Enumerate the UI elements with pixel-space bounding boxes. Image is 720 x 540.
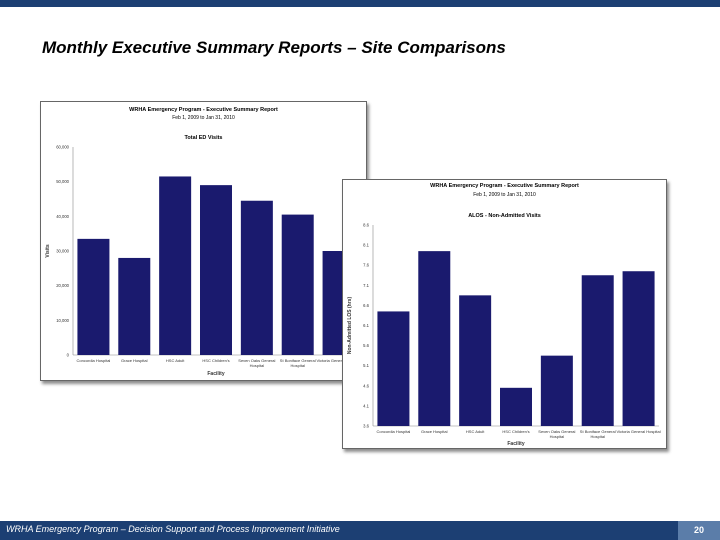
x-tick-label: Grace Hospital xyxy=(121,358,148,363)
x-tick-label: Concordia Hospital xyxy=(77,358,111,363)
x-tick-label: HSC Adult xyxy=(166,358,185,363)
bar xyxy=(240,200,273,355)
y-tick-label: 3.6 xyxy=(363,424,369,429)
chart-svg-alos: WRHA Emergency Program - Executive Summa… xyxy=(347,183,661,447)
y-tick-label: 5.1 xyxy=(363,363,369,368)
y-tick-label: 0 xyxy=(67,353,70,358)
y-tick-label: 50,000 xyxy=(56,179,69,184)
bar xyxy=(540,355,573,426)
report-title: WRHA Emergency Program - Executive Summa… xyxy=(129,107,278,113)
y-tick-label: 6.6 xyxy=(363,303,369,308)
bar xyxy=(77,238,110,355)
y-axis-label: Non-Admitted LOS (hrs) xyxy=(347,297,353,355)
total-ed-visits-chart: WRHA Emergency Program - Executive Summa… xyxy=(40,101,367,381)
y-tick-label: 10,000 xyxy=(56,318,69,323)
chart-title: Total ED Visits xyxy=(184,135,222,141)
y-tick-label: 60,000 xyxy=(56,145,69,150)
bar xyxy=(159,176,192,355)
y-tick-label: 4.1 xyxy=(363,403,369,408)
bar xyxy=(459,295,492,426)
bar xyxy=(500,387,532,426)
y-tick-label: 6.1 xyxy=(363,323,369,328)
slide-title: Monthly Executive Summary Reports – Site… xyxy=(42,38,506,57)
chart-svg-total-ed-visits: WRHA Emergency Program - Executive Summa… xyxy=(45,107,361,377)
x-tick-label: St Boniface General Hospital xyxy=(580,429,616,439)
x-tick-label: HSC Children's xyxy=(202,358,229,363)
bar xyxy=(622,271,655,426)
x-tick-label: St Boniface General Hospital xyxy=(280,358,316,368)
alos-non-admitted-chart: WRHA Emergency Program - Executive Summa… xyxy=(342,179,667,449)
y-tick-label: 30,000 xyxy=(56,249,69,254)
bar xyxy=(200,185,232,355)
x-tick-label: HSC Children's xyxy=(502,429,529,434)
y-tick-label: 8.1 xyxy=(363,243,369,248)
y-tick-label: 7.1 xyxy=(363,283,369,288)
x-tick-label: HSC Adult xyxy=(466,429,485,434)
y-axis-label: Visits xyxy=(45,244,51,257)
bar xyxy=(581,275,614,426)
bar xyxy=(377,311,410,426)
top-accent-bar xyxy=(0,0,720,7)
x-axis-label: Facility xyxy=(507,441,524,447)
footer-bar xyxy=(0,521,720,540)
x-tick-label: Seven Oaks General Hospital xyxy=(538,429,575,439)
y-tick-label: 40,000 xyxy=(56,214,69,219)
x-tick-label: Grace Hospital xyxy=(421,429,448,434)
bar xyxy=(418,251,451,426)
page-number: 20 xyxy=(678,521,720,540)
date-range: Feb 1, 2009 to Jan 31, 2010 xyxy=(473,192,536,198)
y-tick-label: 8.6 xyxy=(363,223,369,228)
report-title: WRHA Emergency Program - Executive Summa… xyxy=(430,183,579,189)
y-tick-label: 4.6 xyxy=(363,383,369,388)
x-tick-label: Victoria General Hospital xyxy=(316,358,360,363)
y-tick-label: 5.6 xyxy=(363,343,369,348)
chart-title: ALOS - Non-Admitted Visits xyxy=(468,213,541,219)
bar xyxy=(118,257,151,355)
x-tick-label: Victoria General Hospital xyxy=(616,429,660,434)
date-range: Feb 1, 2009 to Jan 31, 2010 xyxy=(172,115,235,121)
bar xyxy=(281,214,314,355)
x-tick-label: Concordia Hospital xyxy=(377,429,411,434)
footer-text: WRHA Emergency Program – Decision Suppor… xyxy=(6,524,340,534)
x-tick-label: Seven Oaks General Hospital xyxy=(238,358,275,368)
y-tick-label: 7.6 xyxy=(363,263,369,268)
y-tick-label: 20,000 xyxy=(56,283,69,288)
x-axis-label: Facility xyxy=(207,371,224,377)
